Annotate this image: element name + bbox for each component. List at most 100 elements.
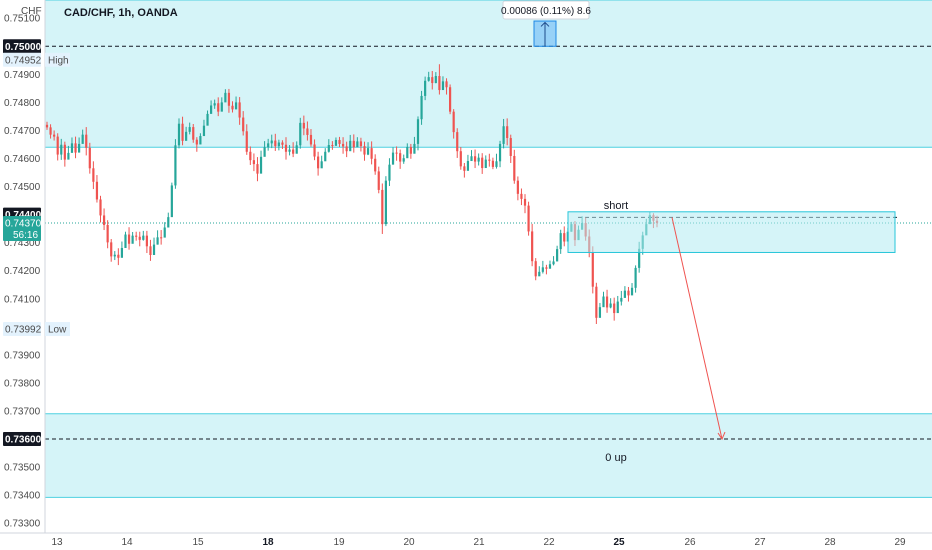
candle-body: [102, 215, 106, 225]
candle-body: [174, 145, 177, 186]
candle-body: [352, 140, 355, 148]
candle-body: [406, 146, 409, 159]
countdown: 56:16: [13, 230, 38, 241]
price-label-bg: [3, 39, 41, 54]
x-tick-label: 15: [192, 537, 204, 548]
y-tick-label: 0.74900: [4, 70, 41, 81]
candle-body: [402, 158, 405, 162]
candle-body: [381, 189, 384, 225]
candle-body: [292, 149, 295, 154]
candle-body: [256, 164, 259, 174]
y-tick-label: 0.74200: [4, 266, 41, 277]
candle-body: [117, 254, 120, 258]
price-label: 0.73992: [5, 325, 42, 336]
candle-body: [634, 267, 637, 288]
candle-body: [448, 87, 452, 112]
y-tick-label: 0.73800: [4, 378, 41, 389]
candle-body: [185, 131, 188, 141]
candle-body: [548, 264, 552, 269]
candle-body: [370, 148, 373, 159]
x-tick-label: 14: [121, 537, 133, 548]
y-axis-panel: [0, 0, 45, 550]
candle-body: [60, 144, 63, 155]
candle-body: [267, 143, 270, 148]
price-label: 0.75000: [5, 42, 42, 53]
measure-tooltip: [502, 0, 590, 20]
candle-body: [70, 143, 74, 153]
candle-body: [242, 117, 245, 132]
candle-body: [441, 81, 445, 91]
candle-body: [556, 249, 559, 262]
candle-body: [463, 166, 466, 171]
candle-body: [252, 160, 256, 165]
candle-body: [177, 123, 181, 146]
candle-body: [513, 155, 516, 181]
x-tick-label: 19: [333, 537, 345, 548]
candle-body: [620, 297, 623, 302]
candle-body: [595, 286, 598, 318]
x-tick-label: 28: [824, 537, 836, 548]
price-note: Low: [48, 325, 67, 336]
candle-body: [341, 143, 345, 147]
candle-body: [627, 290, 630, 296]
candle-body: [249, 151, 252, 161]
candle-body: [202, 125, 206, 137]
candle-body: [163, 227, 166, 238]
candle-body: [199, 136, 202, 145]
candle-body: [231, 105, 234, 110]
candle-body: [384, 180, 387, 225]
candle-body: [324, 151, 327, 162]
candle-body: [527, 205, 530, 232]
candle-body: [552, 261, 555, 265]
candle-body: [234, 102, 238, 110]
candle-body: [602, 296, 605, 308]
candle-body: [399, 153, 402, 162]
candle-body: [110, 242, 113, 257]
price-label-bg: [3, 322, 41, 337]
candle-body: [541, 267, 544, 272]
candle-body: [156, 237, 159, 245]
x-tick-label: 27: [754, 537, 766, 548]
candle-body: [466, 161, 470, 171]
candle-body: [520, 193, 523, 199]
candle-body: [459, 151, 462, 167]
candle-body: [227, 92, 231, 106]
candle-body: [99, 199, 102, 216]
candle-body: [206, 113, 209, 126]
candle-body: [192, 127, 195, 140]
price-label: 0.74952: [5, 55, 42, 66]
candle-body: [523, 198, 527, 206]
candle-body: [431, 77, 434, 84]
candle-body: [388, 164, 391, 181]
candle-body: [409, 146, 412, 154]
note-bg: [45, 322, 70, 337]
candle-body: [78, 143, 81, 153]
candle-body: [356, 141, 359, 148]
price-label: 0.73600: [5, 435, 42, 446]
candle-body: [545, 267, 548, 269]
candle-body: [284, 144, 288, 152]
price-label-bg: [3, 52, 41, 67]
candle-body: [302, 122, 305, 129]
candle-body: [327, 145, 330, 152]
y-tick-label: 0.73500: [4, 463, 41, 474]
y-tick-label: 0.74500: [4, 182, 41, 193]
y-tick-label: 0.74700: [4, 126, 41, 137]
candle-body: [484, 159, 487, 169]
candle-body: [538, 271, 541, 277]
candle-body: [217, 103, 220, 112]
y-tick-label: 0.74800: [4, 98, 41, 109]
candle-body: [92, 168, 95, 182]
candle-body: [559, 233, 562, 250]
candle-body: [506, 126, 509, 139]
candle-body: [349, 140, 352, 152]
candle-body: [630, 287, 634, 296]
candle-body: [420, 95, 423, 120]
candle-body: [245, 131, 248, 152]
candle-body: [377, 171, 380, 190]
candle-body: [127, 234, 131, 244]
x-tick-label: 29: [894, 537, 906, 548]
candle-body: [495, 161, 498, 167]
measure-label: 0.00086 (0.11%) 8.6: [501, 6, 591, 17]
